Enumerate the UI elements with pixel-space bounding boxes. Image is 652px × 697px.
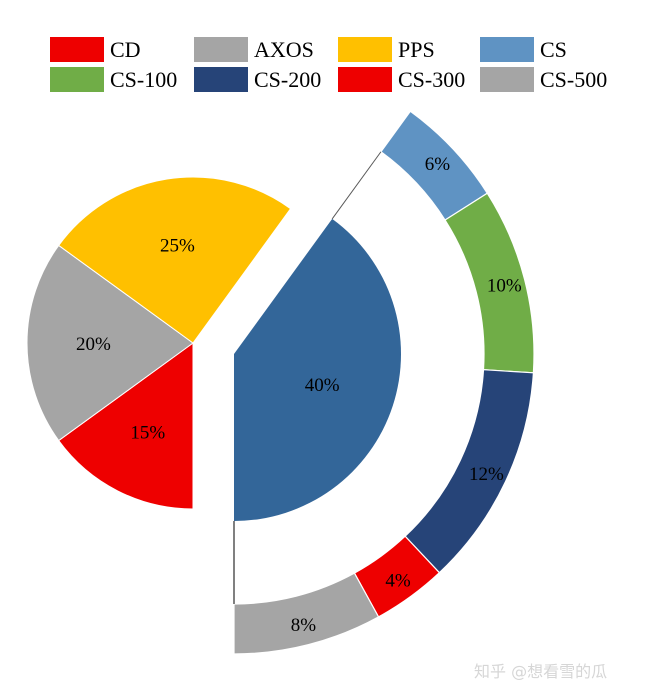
label-cd: 15% (130, 423, 165, 444)
legend-label: CS-200 (254, 66, 322, 92)
watermark: 知乎 @想看雪的瓜 (474, 662, 608, 681)
legend-item-cs-100: CS-100 (50, 66, 177, 92)
slice-pps (58, 176, 292, 344)
label-cs-300: 4% (385, 571, 411, 592)
label-cs: 40% (305, 375, 340, 396)
data-labels: 15% 20% 25% 40% 6% 10% 12% 4% 8% (76, 154, 522, 636)
legend-label: CD (110, 36, 141, 62)
legend-swatch (194, 36, 248, 62)
legend-swatch (194, 66, 248, 92)
label-pps: 25% (160, 236, 195, 257)
slice-cd (58, 342, 194, 510)
legend-item-cd: CD (50, 36, 141, 62)
legend-item-axos: AXOS (194, 36, 314, 62)
main-pie (26, 176, 292, 510)
ring-segment-cs-500 (233, 572, 380, 655)
legend-label: AXOS (254, 36, 314, 62)
legend-swatch (50, 66, 104, 92)
label-axos: 20% (76, 334, 111, 355)
legend-swatch (480, 36, 534, 62)
legend-item-cs-500: CS-500 (480, 66, 607, 92)
cs-breakdown-ring (233, 110, 535, 655)
legend-label: PPS (398, 36, 435, 62)
slice-cs (234, 218, 401, 521)
legend-swatch (480, 66, 534, 92)
legend-item-pps: PPS (338, 36, 435, 62)
legend-swatch (338, 36, 392, 62)
legend-swatch (50, 36, 104, 62)
label-cs-100: 10% (487, 276, 522, 297)
legend-item-cs-300: CS-300 (338, 66, 465, 92)
slice-axos (26, 244, 194, 442)
legend-label: CS-500 (540, 66, 608, 92)
legend-label: CS-300 (398, 66, 466, 92)
leader-lines (233, 151, 382, 604)
leader-line-top (331, 151, 382, 220)
label-cs-200: 12% (469, 464, 504, 485)
legend-label: CS-100 (110, 66, 178, 92)
legend-item-cs: CS (480, 36, 567, 62)
legend-label: CS (540, 36, 567, 62)
label-cs: 6% (425, 154, 451, 175)
legend-item-cs-200: CS-200 (194, 66, 321, 92)
legend-swatch (338, 66, 392, 92)
cs-exploded-slice (234, 218, 401, 521)
label-cs-500: 8% (291, 615, 317, 636)
